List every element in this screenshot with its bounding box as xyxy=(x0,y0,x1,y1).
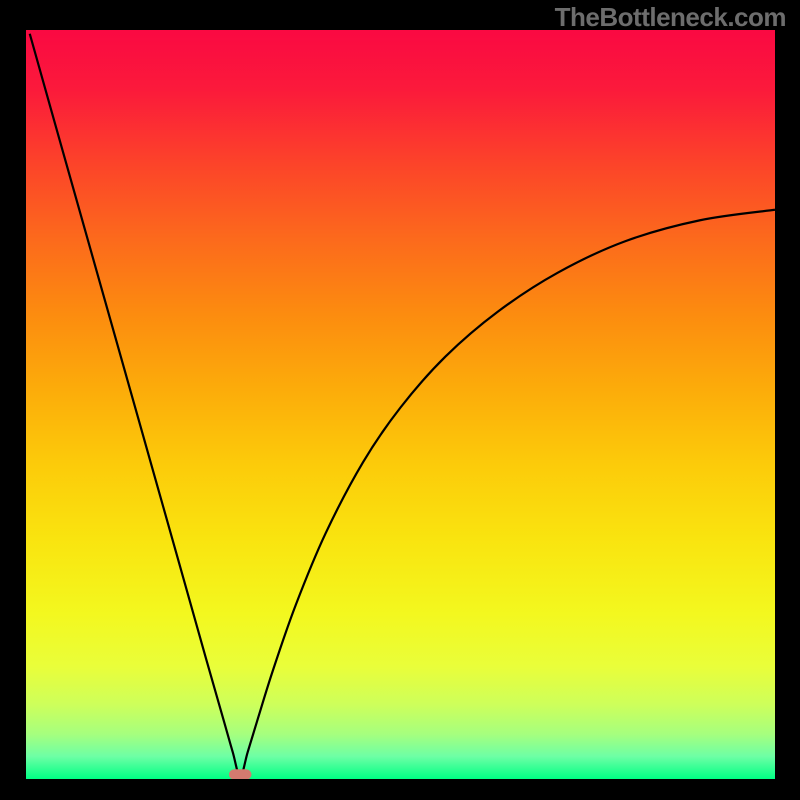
chart-svg xyxy=(26,30,775,779)
plot-area xyxy=(26,30,775,779)
chart-container: TheBottleneck.com xyxy=(0,0,800,800)
bottleneck-curve xyxy=(30,34,775,777)
optimal-marker xyxy=(229,769,251,779)
watermark-text: TheBottleneck.com xyxy=(555,2,786,33)
